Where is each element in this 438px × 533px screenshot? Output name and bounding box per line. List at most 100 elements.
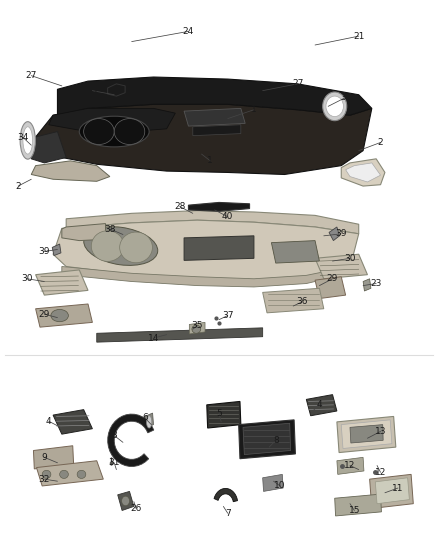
Text: 36: 36: [296, 297, 308, 306]
Text: 7: 7: [225, 508, 231, 518]
Ellipse shape: [60, 470, 68, 479]
Text: 25: 25: [87, 86, 98, 95]
Polygon shape: [337, 457, 364, 474]
Polygon shape: [49, 108, 175, 132]
Polygon shape: [335, 494, 381, 516]
Polygon shape: [62, 266, 350, 287]
Polygon shape: [184, 236, 254, 260]
Polygon shape: [35, 304, 92, 327]
Text: 30: 30: [21, 274, 33, 283]
Text: 5: 5: [216, 408, 222, 417]
Text: 1: 1: [251, 105, 257, 114]
Ellipse shape: [42, 470, 51, 479]
Polygon shape: [214, 488, 237, 502]
Text: 39: 39: [39, 247, 50, 256]
Polygon shape: [341, 420, 392, 448]
Polygon shape: [36, 461, 103, 486]
Text: 32: 32: [39, 475, 50, 483]
Text: 23: 23: [371, 279, 382, 288]
Text: 29: 29: [327, 274, 338, 283]
Text: 1: 1: [207, 156, 213, 165]
Text: 10: 10: [274, 481, 286, 490]
Polygon shape: [53, 220, 359, 280]
Ellipse shape: [91, 231, 124, 261]
Polygon shape: [189, 322, 205, 334]
Polygon shape: [263, 474, 283, 491]
Polygon shape: [108, 84, 125, 96]
Ellipse shape: [51, 310, 68, 322]
Text: 38: 38: [104, 224, 116, 233]
Text: 2: 2: [378, 138, 383, 147]
Ellipse shape: [323, 92, 347, 120]
Text: 34: 34: [340, 93, 351, 102]
Polygon shape: [363, 279, 371, 291]
Polygon shape: [239, 420, 295, 459]
Text: 4: 4: [46, 417, 52, 426]
Polygon shape: [97, 328, 263, 342]
Text: 29: 29: [39, 310, 50, 319]
Polygon shape: [35, 270, 88, 295]
Polygon shape: [272, 240, 319, 263]
Ellipse shape: [122, 496, 130, 506]
Text: 37: 37: [222, 311, 233, 320]
Text: 31: 31: [109, 458, 120, 467]
Polygon shape: [188, 203, 250, 211]
Polygon shape: [33, 446, 74, 469]
Ellipse shape: [20, 122, 35, 159]
Text: 11: 11: [392, 483, 404, 492]
Text: 13: 13: [375, 427, 386, 436]
Polygon shape: [184, 108, 245, 126]
Ellipse shape: [147, 416, 152, 428]
Polygon shape: [337, 416, 396, 453]
Text: 34: 34: [17, 133, 28, 141]
Ellipse shape: [114, 119, 145, 144]
Ellipse shape: [84, 119, 114, 144]
Text: 30: 30: [344, 254, 356, 263]
Ellipse shape: [77, 470, 86, 479]
Polygon shape: [243, 423, 290, 455]
Ellipse shape: [79, 116, 149, 147]
Polygon shape: [118, 491, 134, 511]
Polygon shape: [53, 410, 92, 434]
Text: 6: 6: [142, 413, 148, 422]
Polygon shape: [31, 132, 66, 163]
Text: 21: 21: [353, 31, 364, 41]
Text: 15: 15: [349, 506, 360, 515]
Polygon shape: [35, 104, 372, 174]
Text: 9: 9: [42, 453, 47, 462]
Text: 14: 14: [148, 334, 159, 343]
Text: 12: 12: [344, 461, 356, 470]
Text: 35: 35: [191, 321, 203, 330]
Text: 3: 3: [111, 431, 117, 440]
Text: 27: 27: [25, 71, 37, 80]
Ellipse shape: [120, 232, 152, 263]
Ellipse shape: [326, 96, 343, 117]
Polygon shape: [193, 125, 241, 135]
Polygon shape: [31, 161, 110, 181]
Polygon shape: [66, 211, 359, 234]
Polygon shape: [350, 425, 383, 443]
Text: 12: 12: [375, 468, 386, 477]
Polygon shape: [207, 401, 241, 428]
Polygon shape: [329, 227, 339, 240]
Text: 2: 2: [15, 182, 21, 191]
Polygon shape: [346, 163, 381, 182]
Ellipse shape: [84, 227, 158, 265]
Polygon shape: [315, 277, 346, 298]
Polygon shape: [57, 77, 372, 115]
Polygon shape: [306, 394, 337, 416]
Text: 40: 40: [222, 212, 233, 221]
Text: 24: 24: [183, 27, 194, 36]
Ellipse shape: [23, 127, 32, 154]
Ellipse shape: [192, 325, 201, 333]
Polygon shape: [315, 254, 367, 279]
Polygon shape: [370, 474, 413, 508]
Polygon shape: [263, 288, 324, 313]
Text: 28: 28: [174, 202, 185, 211]
Text: 39: 39: [336, 229, 347, 238]
Polygon shape: [145, 413, 153, 428]
Text: 27: 27: [292, 79, 303, 88]
Polygon shape: [52, 244, 61, 256]
Polygon shape: [108, 414, 154, 466]
Text: 4: 4: [317, 400, 322, 409]
